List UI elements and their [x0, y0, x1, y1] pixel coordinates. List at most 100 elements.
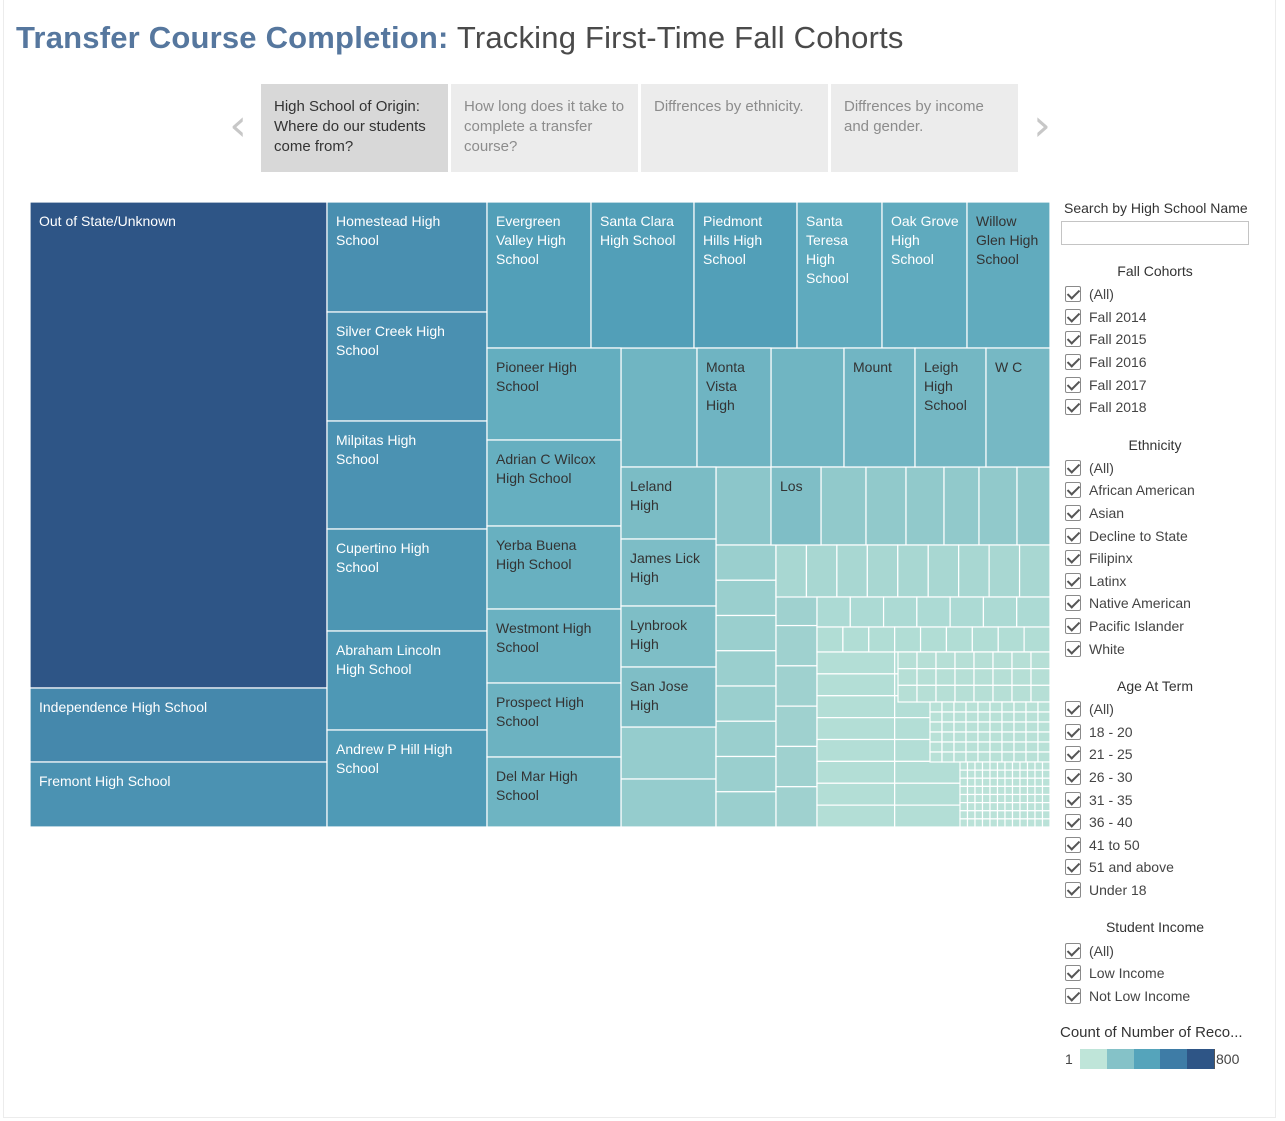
treemap-cell[interactable]	[486, 202, 592, 349]
treemap-cell[interactable]	[941, 751, 955, 763]
treemap-cell[interactable]	[1011, 668, 1032, 686]
treemap-cell[interactable]	[981, 769, 991, 779]
checkbox-checked-icon[interactable]	[1065, 746, 1081, 763]
treemap-cell[interactable]	[715, 755, 777, 793]
filter-option[interactable]: African American	[1058, 479, 1258, 502]
treemap-cell[interactable]	[965, 741, 979, 753]
filter-option[interactable]: Low Income	[1058, 962, 1258, 985]
treemap-cell[interactable]	[897, 668, 918, 686]
treemap-cell[interactable]	[929, 731, 943, 743]
treemap-cell[interactable]	[973, 684, 994, 703]
checkbox-checked-icon[interactable]	[1065, 618, 1081, 635]
treemap-cell[interactable]	[953, 731, 967, 743]
treemap-cell[interactable]	[992, 651, 1013, 670]
treemap-cell[interactable]	[1013, 721, 1027, 733]
checkbox-checked-icon[interactable]	[1065, 723, 1081, 740]
treemap-cell[interactable]	[929, 741, 943, 753]
treemap-cell[interactable]	[953, 721, 967, 733]
treemap-cell[interactable]	[981, 777, 991, 787]
treemap-cell[interactable]	[1041, 802, 1051, 812]
filter-option[interactable]: (All)	[1058, 457, 1258, 480]
treemap-cell[interactable]	[1004, 777, 1014, 787]
treemap-cell[interactable]	[958, 544, 990, 598]
treemap-cell[interactable]	[30, 202, 328, 689]
checkbox-checked-icon[interactable]	[1065, 550, 1081, 567]
checkbox-checked-icon[interactable]	[1065, 376, 1081, 393]
treemap-cell[interactable]	[965, 721, 979, 733]
treemap-cell[interactable]	[953, 711, 967, 723]
treemap-cell[interactable]	[929, 711, 943, 723]
treemap-cell[interactable]	[959, 785, 969, 796]
treemap-cell[interactable]	[996, 777, 1006, 787]
treemap-cell[interactable]	[1041, 769, 1051, 779]
filter-option[interactable]: Fall 2017	[1058, 373, 1258, 396]
treemap-cell[interactable]	[953, 751, 967, 763]
filter-option[interactable]: (All)	[1058, 698, 1258, 721]
treemap-cell[interactable]	[953, 741, 967, 753]
treemap-cell[interactable]	[989, 810, 999, 820]
treemap-cell[interactable]	[1041, 777, 1051, 787]
treemap-cell[interactable]	[1037, 741, 1050, 753]
treemap-cell[interactable]	[1018, 544, 1050, 598]
treemap-cell[interactable]	[1019, 785, 1029, 796]
treemap-cell[interactable]	[988, 544, 1021, 598]
treemap-cell[interactable]	[914, 347, 987, 468]
checkbox-checked-icon[interactable]	[1065, 859, 1081, 876]
treemap-cell[interactable]	[693, 202, 798, 349]
treemap-cell[interactable]	[1011, 651, 1032, 670]
story-point-3[interactable]: Diffrences by ethnicity.	[641, 84, 828, 172]
treemap-cell[interactable]	[30, 761, 328, 827]
treemap-cell[interactable]	[959, 810, 969, 820]
treemap-cell[interactable]	[1011, 777, 1021, 787]
treemap-cell[interactable]	[974, 802, 984, 812]
filter-option[interactable]: Asian	[1058, 502, 1258, 525]
treemap-cell[interactable]	[816, 626, 844, 653]
treemap-cell[interactable]	[996, 793, 1006, 804]
treemap-cell[interactable]	[966, 810, 976, 820]
treemap-cell[interactable]	[916, 684, 937, 703]
treemap-cell[interactable]	[1019, 818, 1029, 827]
treemap-cell[interactable]	[935, 684, 956, 703]
treemap-cell[interactable]	[1004, 802, 1014, 812]
treemap-cell[interactable]	[882, 596, 918, 628]
treemap-cell[interactable]	[1001, 701, 1015, 713]
treemap-cell[interactable]	[959, 802, 969, 812]
treemap-cell[interactable]	[1041, 818, 1051, 827]
treemap-cell[interactable]	[1001, 731, 1015, 743]
treemap-cell[interactable]	[894, 626, 922, 653]
treemap-cell[interactable]	[966, 761, 976, 771]
chevron-left-icon[interactable]: ‹	[229, 100, 247, 151]
checkbox-checked-icon[interactable]	[1065, 459, 1081, 476]
treemap-cell[interactable]	[929, 751, 943, 763]
treemap-cell[interactable]	[816, 738, 896, 762]
treemap-cell[interactable]	[989, 761, 999, 771]
treemap-cell[interactable]	[715, 544, 777, 581]
treemap-cell[interactable]	[620, 605, 717, 668]
treemap-cell[interactable]	[1041, 810, 1051, 820]
search-input[interactable]	[1061, 221, 1249, 245]
treemap-cell[interactable]	[1026, 777, 1036, 787]
treemap-cell[interactable]	[1016, 596, 1050, 628]
treemap-cell[interactable]	[966, 802, 976, 812]
treemap-cell[interactable]	[954, 684, 975, 703]
treemap-cell[interactable]	[966, 793, 976, 804]
filter-option[interactable]: Pacific Islander	[1058, 615, 1258, 638]
treemap-cell[interactable]	[1034, 793, 1044, 804]
treemap-cell[interactable]	[965, 731, 979, 743]
treemap-cell[interactable]	[1025, 731, 1039, 743]
treemap-cell[interactable]	[996, 769, 1006, 779]
treemap-cell[interactable]	[775, 705, 818, 748]
filter-option[interactable]: Under 18	[1058, 879, 1258, 902]
treemap-cell[interactable]	[897, 544, 929, 598]
treemap-cell[interactable]	[715, 466, 772, 546]
treemap-cell[interactable]	[959, 769, 969, 779]
filter-option[interactable]: Not Low Income	[1058, 984, 1258, 1007]
treemap-cell[interactable]	[1019, 769, 1029, 779]
treemap-cell[interactable]	[1037, 711, 1050, 723]
treemap-cell[interactable]	[868, 626, 896, 653]
treemap-cell[interactable]	[820, 466, 867, 546]
treemap-cell[interactable]	[966, 818, 976, 827]
treemap-cell[interactable]	[927, 544, 960, 598]
filter-option[interactable]: White	[1058, 637, 1258, 660]
checkbox-checked-icon[interactable]	[1065, 505, 1081, 522]
